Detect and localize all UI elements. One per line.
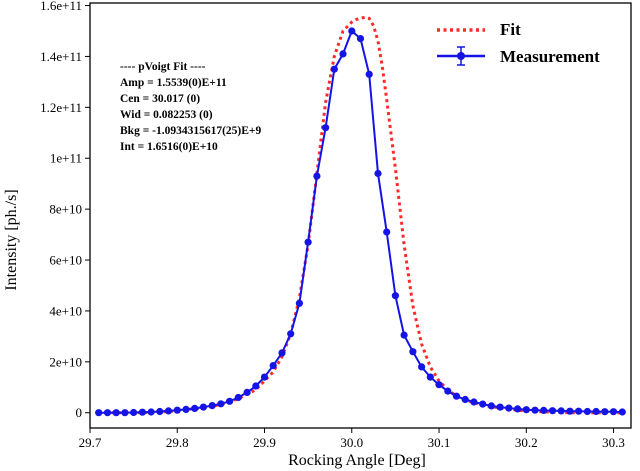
measurement-point [566, 407, 574, 415]
x-tick-label: 30.1 [428, 435, 451, 450]
measurement-point [164, 407, 173, 415]
measurement-point [191, 404, 199, 412]
measurement-point [252, 382, 260, 390]
measurement-point [592, 407, 600, 416]
measurement-point [557, 407, 565, 415]
measurement-point [269, 362, 277, 370]
measurement-point [208, 402, 216, 410]
measurement-point [435, 381, 443, 389]
y-axis-title: Intensity [ph./s] [3, 189, 20, 290]
measurement-point [470, 398, 478, 406]
measurement-point [540, 406, 548, 414]
measurement-point [287, 330, 295, 338]
measurement-point [601, 408, 609, 416]
y-tick-label: 1e+11 [50, 151, 82, 166]
measurement-point [304, 238, 312, 246]
x-tick-label: 29.7 [79, 435, 102, 450]
measurement-point [365, 70, 373, 78]
y-tick-label: 1.4e+11 [40, 49, 82, 64]
measurement-point [226, 397, 234, 405]
measurement-point [243, 388, 251, 396]
measurement-point [418, 363, 426, 371]
measurement-point [522, 406, 530, 414]
measurement-series [95, 27, 626, 417]
measurement-point [156, 407, 164, 416]
measurement-point [217, 400, 225, 408]
measurement-point [348, 27, 356, 35]
measurement-point [391, 292, 399, 300]
plot-area [89, 2, 632, 429]
measurement-point [147, 408, 155, 416]
measurement-point [121, 409, 129, 417]
measurement-point [531, 406, 539, 414]
plot-border [89, 2, 632, 429]
x-axis-title: Rocking Angle [Deg] [288, 452, 426, 469]
x-tick-label: 30.3 [602, 435, 625, 450]
measurement-point [95, 409, 103, 417]
legend-measurement-label: Measurement [500, 47, 600, 66]
y-tick-label: 4e+10 [49, 303, 82, 318]
measurement-point [496, 403, 504, 411]
annotation-line: Amp = 1.5539(0)E+11 [120, 77, 227, 89]
measurement-point [173, 406, 181, 414]
x-tick-label: 29.8 [166, 435, 189, 450]
measurement-point [199, 403, 207, 411]
x-tick-label: 30.0 [340, 435, 363, 450]
annotation-title: ---- pVoigt Fit ---- [120, 61, 206, 73]
measurement-point [339, 50, 347, 58]
measurement-point [130, 408, 138, 417]
annotation-line: Wid = 0.082253 (0) [120, 109, 213, 121]
y-tick-label: 0 [76, 405, 83, 420]
y-tick-label: 1.2e+11 [40, 100, 82, 115]
measurement-point [313, 172, 321, 180]
x-tick-label: 29.9 [253, 435, 276, 450]
annotation-box: ---- pVoigt Fit ---- Amp = 1.5539(0)E+11… [120, 61, 261, 153]
measurement-point [487, 402, 495, 410]
measurement-point [452, 392, 461, 400]
measurement-point [383, 228, 391, 236]
measurement-point [234, 393, 242, 402]
measurement-point [356, 35, 365, 43]
y-tick-label: 6e+10 [49, 253, 82, 268]
measurement-point [138, 408, 146, 416]
legend: Fit Measurement [437, 20, 600, 66]
measurement-point [278, 349, 286, 357]
measurement-point [426, 373, 434, 381]
axes: 29.7 29.8 29.9 30.0 30.1 30.2 30.3 0 2e+10 4e+10 6… [40, 0, 625, 450]
legend-marker-icon [457, 52, 465, 60]
measurement-point [505, 404, 513, 412]
measurement-point [548, 407, 557, 415]
measurement-point [479, 400, 487, 408]
measurement-point [103, 409, 112, 417]
measurement-point [444, 387, 452, 395]
y-tick-label: 1.6e+11 [40, 0, 82, 13]
annotation-line: Bkg = -1.0934315617(25)E+9 [120, 125, 261, 137]
legend-fit-label: Fit [500, 20, 521, 39]
y-tick-label: 8e+10 [49, 202, 82, 217]
measurement-point [618, 408, 626, 416]
measurement-point [575, 407, 583, 415]
measurement-point [583, 407, 592, 416]
measurement-point [374, 169, 382, 178]
x-tick-label: 30.2 [515, 435, 538, 450]
y-tick-label: 2e+10 [49, 354, 82, 369]
measurement-point [322, 124, 330, 132]
measurement-point [409, 348, 417, 356]
measurement-point [514, 405, 522, 413]
measurement-point [295, 299, 303, 307]
measurement-point [400, 331, 408, 339]
measurement-point [182, 405, 190, 413]
annotation-line: Int = 1.6516(0)E+10 [120, 141, 218, 153]
annotation-line: Cen = 30.017 (0) [120, 93, 200, 105]
measurement-point [330, 65, 338, 73]
measurement-point [609, 408, 618, 416]
measurement-point [112, 409, 120, 417]
measurement-point [260, 373, 269, 381]
measurement-point [461, 395, 469, 404]
